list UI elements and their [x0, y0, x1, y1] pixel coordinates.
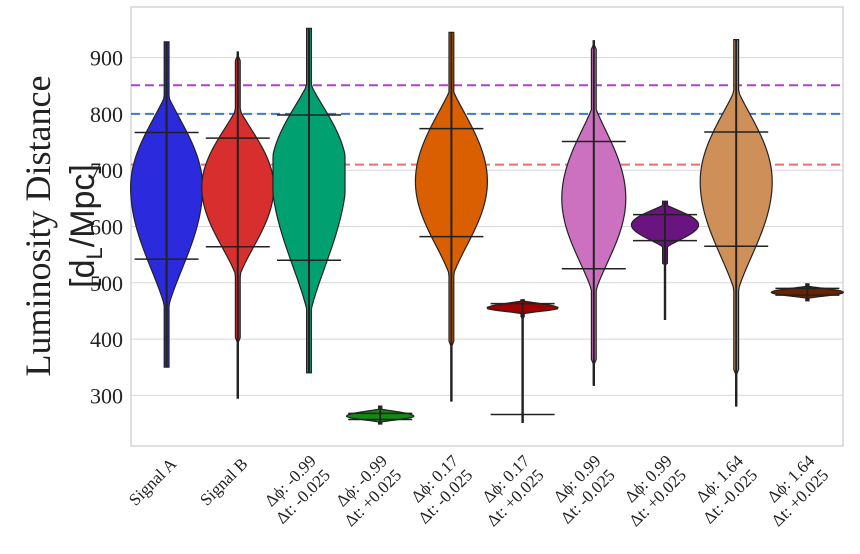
violin-group: [699, 39, 773, 407]
y-tick-label: 900: [90, 46, 123, 71]
x-tick-label: Δϕ: 1.64Δt: +0.025: [754, 451, 833, 530]
violin-group: [272, 27, 346, 374]
violin-group: [201, 51, 275, 399]
violin-group: [770, 283, 845, 302]
violin-group: [561, 40, 627, 386]
violin-group: [414, 31, 488, 402]
x-tick-label: Δϕ: 0.99Δt: +0.025: [611, 451, 690, 530]
x-tick-label: Δϕ: 0.17Δt: -0.025: [400, 451, 476, 527]
x-tick-label: Δϕ: 1.64Δt: -0.025: [685, 451, 761, 527]
y-axis-label: Luminosity Distance [dL/Mpc]: [18, 76, 107, 377]
violin-group: [130, 41, 204, 368]
y-tick-label: 800: [90, 102, 123, 127]
violins: [130, 27, 845, 425]
x-tick-label: Δϕ: -0.99Δt: +0.025: [326, 451, 405, 530]
y-tick-labels: 300 400 500 600 700 800 900: [90, 46, 123, 409]
violin-group: [630, 200, 700, 320]
y-tick-label: 600: [90, 215, 123, 240]
y-tick-label: 300: [90, 383, 123, 408]
violin-group: [486, 299, 559, 423]
x-tick-label: Signal A: [125, 454, 181, 510]
y-tick-label: 500: [90, 271, 123, 296]
x-tick-label: Δϕ: 0.99Δt: -0.025: [543, 451, 619, 527]
y-tick-label: 700: [90, 158, 123, 183]
y-tick-label: 400: [90, 327, 123, 352]
x-tick-label: Δϕ: -0.99Δt: -0.025: [258, 451, 334, 527]
x-tick-label: Δϕ: 0.17Δt: +0.025: [469, 451, 548, 530]
x-tick-label-line1: Signal B: [196, 454, 251, 509]
x-tick-label: Signal B: [196, 454, 251, 509]
violin-group: [345, 405, 415, 425]
y-axis-label-line1: Luminosity Distance: [18, 76, 58, 377]
y-axis-label-line2: [dL/Mpc]: [64, 164, 107, 288]
x-tick-label-line1: Signal A: [125, 454, 181, 510]
plot-area-frame: [130, 6, 844, 447]
